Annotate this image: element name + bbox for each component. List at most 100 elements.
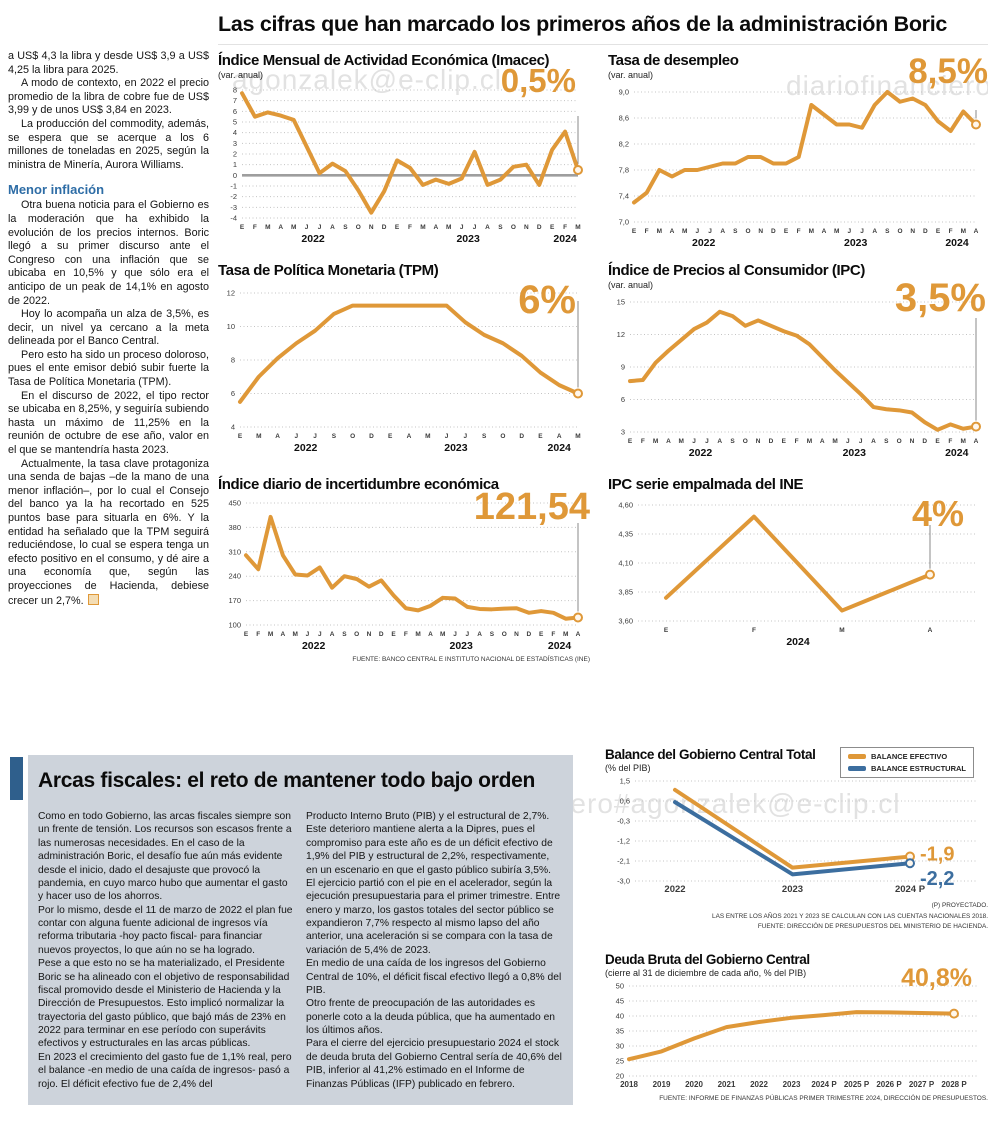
svg-text:S: S [885,228,890,235]
svg-text:M: M [575,224,580,231]
chart-imacec: Índice Mensual de Actividad Económica (I… [218,52,590,248]
article-paragraph: Actualmente, la tasa clave protagoniza u… [8,457,209,607]
svg-text:J: J [295,433,299,440]
ipc-subtitle: (var. anual) [608,280,654,290]
svg-text:S: S [498,224,503,231]
article-paragraph: Como en todo Gobierno, las arcas fiscale… [38,811,292,903]
svg-text:2024: 2024 [548,640,572,652]
svg-text:2021: 2021 [718,1080,736,1089]
article-paragraph: A modo de contexto, en 2022 el precio pr… [8,77,209,117]
svg-text:A: A [433,224,438,231]
svg-text:J: J [708,228,712,235]
svg-text:M: M [425,433,430,440]
svg-text:240: 240 [228,572,241,581]
svg-text:2023: 2023 [444,442,468,454]
svg-text:M: M [268,631,273,638]
svg-text:2025 P: 2025 P [844,1080,870,1089]
svg-text:F: F [563,224,567,231]
svg-text:2020: 2020 [685,1080,703,1089]
series-line [632,90,978,205]
end-marker [925,569,935,580]
svg-text:S: S [332,433,337,440]
svg-text:E: E [784,228,789,235]
svg-text:-1: -1 [230,182,237,191]
svg-text:J: J [846,438,850,445]
end-marker [573,612,583,623]
chart-tpm: Tasa de Política Monetaria (TPM) 12 10 8 6 4 E… [218,262,590,457]
svg-text:F: F [795,438,799,445]
svg-text:E: E [391,631,396,638]
svg-text:D: D [923,228,928,235]
chart-ipc: Índice de Precios al Consumidor (IPC) (va… [608,262,988,462]
svg-text:7,4: 7,4 [619,192,629,201]
svg-text:E: E [632,228,637,235]
svg-text:J: J [848,228,852,235]
svg-text:2023: 2023 [844,237,868,249]
svg-text:J: J [859,438,863,445]
svg-text:M: M [809,228,814,235]
svg-text:A: A [670,228,675,235]
svg-text:M: M [653,438,658,445]
svg-text:2022: 2022 [750,1080,768,1089]
series-line [673,787,912,870]
svg-text:170: 170 [228,596,241,605]
svg-text:4: 4 [231,423,235,432]
svg-text:E: E [395,224,400,231]
svg-text:4: 4 [233,128,237,137]
svg-text:7,8: 7,8 [619,166,629,175]
incertidumbre-source: FUENTE: BANCO CENTRAL E INSTITUTO NACION… [352,656,590,663]
svg-text:O: O [350,433,355,440]
article-paragraph: Pero esto ha sido un proceso doloroso, p… [8,348,209,389]
svg-text:A: A [477,631,482,638]
svg-text:J: J [313,433,317,440]
end-marker [971,119,981,130]
line-chart-svg: 9,08,68,27,87,47,0E F M A M J J A S O N D E F M A M J J A S O… [619,88,981,249]
svg-text:M: M [575,433,580,440]
article-paragraph: Otra buena noticia para el Gobierno es l… [8,199,209,307]
article-paragraph: a US$ 4,3 la libra y desde US$ 3,9 a US$… [8,50,209,76]
svg-text:S: S [733,228,738,235]
svg-text:30: 30 [616,1042,624,1051]
series-line [238,303,580,404]
svg-text:D: D [537,224,542,231]
svg-text:A: A [820,438,825,445]
svg-text:A: A [871,438,876,445]
line-chart-svg: 1,5 0,6 -0,3 -1,2 -2,1 -3,0 2022 2023 2024 P -1,9… [617,777,976,895]
ipc_empalmada-title: IPC serie empalmada del INE [608,476,804,493]
svg-text:N: N [367,631,372,638]
svg-text:2024: 2024 [945,447,969,459]
svg-text:25: 25 [616,1057,624,1066]
line-chart-svg: 4,60 4,35 4,10 3,85 3,60 E F M A 2024 [618,501,976,648]
svg-text:O: O [354,631,359,638]
svg-text:A: A [428,631,433,638]
svg-text:M: M [807,438,812,445]
balance-footnotes: (P) PROYECTADO. LAS ENTRE LOS AÑOS 2021 Y… [605,901,988,933]
svg-text:E: E [244,631,249,638]
svg-text:2023: 2023 [456,233,480,245]
svg-text:N: N [758,228,763,235]
balance-legend: BALANCE EFECTIVO BALANCE ESTRUCTURAL [840,747,974,778]
svg-text:J: J [692,438,696,445]
left-paragraphs-top: a US$ 4,3 la libra y desde US$ 3,9 a US$… [8,50,209,172]
svg-text:M: M [292,631,297,638]
svg-text:O: O [511,224,516,231]
article-paragraph: En 2023 el crecimiento del gasto fue de … [38,1051,292,1090]
svg-text:2022: 2022 [689,447,713,459]
deuda-title: Deuda Bruta del Gobierno Central [605,952,810,967]
svg-text:F: F [752,627,756,634]
end-of-article-icon [87,593,99,605]
svg-text:J: J [318,224,322,231]
svg-text:F: F [253,224,257,231]
svg-text:E: E [935,438,940,445]
svg-text:2022: 2022 [302,640,326,652]
svg-text:8: 8 [231,356,235,365]
svg-text:O: O [356,224,361,231]
svg-text:A: A [278,224,283,231]
svg-text:40: 40 [616,1012,624,1021]
article-paragraph: El ejercicio partió con el pie en el ace… [306,877,561,956]
svg-text:E: E [388,433,393,440]
svg-text:E: E [539,631,544,638]
